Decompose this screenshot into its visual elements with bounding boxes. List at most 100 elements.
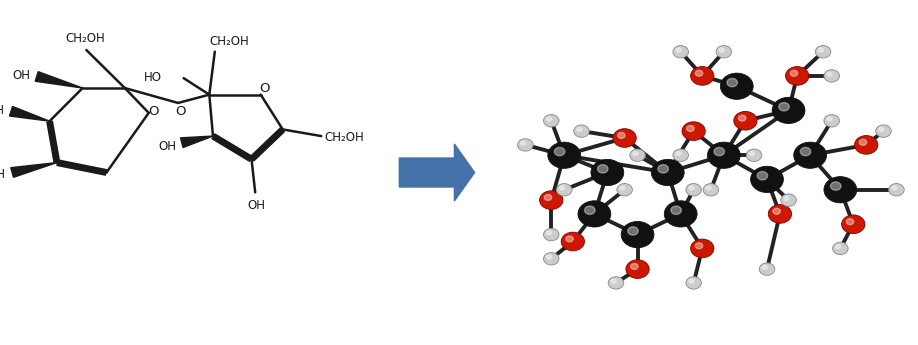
Circle shape xyxy=(521,141,526,145)
Circle shape xyxy=(630,149,645,161)
Circle shape xyxy=(626,260,649,278)
Text: O: O xyxy=(175,105,186,118)
Circle shape xyxy=(591,159,623,186)
Circle shape xyxy=(714,147,724,156)
Circle shape xyxy=(618,132,625,138)
Circle shape xyxy=(824,115,839,127)
Circle shape xyxy=(835,245,841,249)
Circle shape xyxy=(578,201,610,227)
Circle shape xyxy=(621,221,654,248)
Circle shape xyxy=(676,48,681,52)
Text: O: O xyxy=(259,82,270,95)
Circle shape xyxy=(855,136,878,154)
Circle shape xyxy=(738,115,746,121)
Circle shape xyxy=(781,194,796,206)
Text: HO: HO xyxy=(143,71,162,83)
Circle shape xyxy=(819,48,823,52)
Circle shape xyxy=(800,147,811,156)
Circle shape xyxy=(598,165,608,173)
Circle shape xyxy=(690,67,714,85)
Circle shape xyxy=(631,264,638,269)
Circle shape xyxy=(695,243,703,249)
Circle shape xyxy=(574,125,589,137)
Circle shape xyxy=(716,46,732,58)
Circle shape xyxy=(827,117,832,121)
Text: CH₂OH: CH₂OH xyxy=(66,32,106,45)
Circle shape xyxy=(556,184,572,196)
Circle shape xyxy=(689,279,694,283)
Circle shape xyxy=(794,142,826,168)
Circle shape xyxy=(768,205,791,223)
Circle shape xyxy=(706,186,711,190)
Circle shape xyxy=(762,265,767,269)
Circle shape xyxy=(585,206,595,215)
Circle shape xyxy=(671,206,681,215)
Text: OH: OH xyxy=(0,168,6,181)
Circle shape xyxy=(633,151,638,156)
Circle shape xyxy=(757,171,767,180)
Circle shape xyxy=(687,126,694,131)
Polygon shape xyxy=(181,136,213,148)
Circle shape xyxy=(686,277,701,289)
Circle shape xyxy=(721,73,753,99)
Circle shape xyxy=(891,186,897,190)
Polygon shape xyxy=(35,72,83,88)
Polygon shape xyxy=(9,107,50,121)
Circle shape xyxy=(727,78,737,87)
Circle shape xyxy=(609,277,623,289)
Circle shape xyxy=(879,127,884,131)
Text: OH: OH xyxy=(12,69,30,82)
Circle shape xyxy=(831,182,841,190)
Circle shape xyxy=(560,186,565,190)
Circle shape xyxy=(749,151,755,156)
Circle shape xyxy=(773,208,780,214)
Circle shape xyxy=(846,219,854,225)
Circle shape xyxy=(628,227,638,235)
Circle shape xyxy=(772,97,805,124)
Circle shape xyxy=(708,142,740,168)
Circle shape xyxy=(665,201,697,227)
Circle shape xyxy=(518,139,533,151)
Text: OH: OH xyxy=(159,140,177,153)
Circle shape xyxy=(876,125,891,137)
Circle shape xyxy=(676,151,681,156)
Circle shape xyxy=(554,147,565,156)
Circle shape xyxy=(546,231,552,235)
Circle shape xyxy=(544,195,552,200)
Circle shape xyxy=(695,70,703,76)
Circle shape xyxy=(652,159,684,186)
Circle shape xyxy=(577,127,582,131)
Circle shape xyxy=(786,67,809,85)
Text: OH: OH xyxy=(0,104,5,117)
Circle shape xyxy=(565,236,574,242)
Text: O: O xyxy=(148,105,159,118)
Circle shape xyxy=(824,177,856,203)
Circle shape xyxy=(790,70,798,76)
Circle shape xyxy=(543,228,559,241)
Circle shape xyxy=(682,122,705,140)
Circle shape xyxy=(686,184,701,196)
Circle shape xyxy=(859,139,867,145)
Circle shape xyxy=(778,102,789,111)
Circle shape xyxy=(689,186,694,190)
Circle shape xyxy=(751,166,783,193)
Circle shape xyxy=(889,184,904,196)
FancyArrow shape xyxy=(399,144,475,201)
Circle shape xyxy=(561,232,585,251)
Circle shape xyxy=(673,149,688,161)
Circle shape xyxy=(611,279,616,283)
Circle shape xyxy=(543,115,559,127)
Text: OH: OH xyxy=(247,199,265,212)
Circle shape xyxy=(784,196,789,200)
Circle shape xyxy=(658,165,668,173)
Circle shape xyxy=(548,142,580,168)
Circle shape xyxy=(546,255,552,259)
Circle shape xyxy=(620,186,625,190)
Circle shape xyxy=(617,184,633,196)
Circle shape xyxy=(543,253,559,265)
Circle shape xyxy=(703,184,719,196)
Circle shape xyxy=(719,48,724,52)
Circle shape xyxy=(733,111,757,130)
Circle shape xyxy=(759,263,775,275)
Circle shape xyxy=(824,70,839,82)
